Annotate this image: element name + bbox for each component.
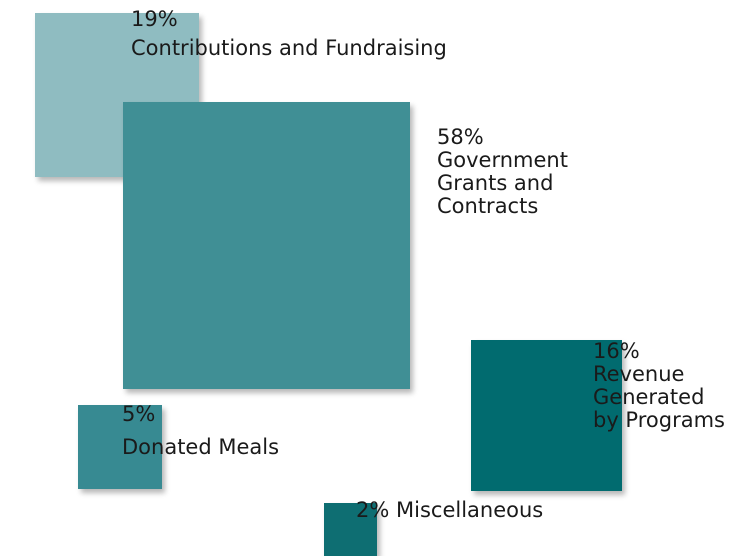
label-government-percent: 58% — [437, 125, 484, 149]
square-revenue-generated-by-programs — [471, 340, 622, 491]
label-contributions-name: Contributions and Fundraising — [131, 36, 447, 60]
label-meals-percent: 5% — [122, 402, 156, 426]
revenue-proportional-squares-chart: 19% Contributions and Fundraising 58% Go… — [35, 8, 725, 556]
label-programs-line2: Generated — [593, 385, 705, 409]
label-misc-name: Miscellaneous — [396, 498, 544, 522]
label-contributions: 19% Contributions and Fundraising — [131, 8, 447, 60]
label-government: 58% Government Grants and Contracts — [437, 126, 568, 218]
label-meals: 5% Donated Meals — [122, 403, 279, 459]
label-government-line3: Contracts — [437, 194, 539, 218]
label-government-line1: Government — [437, 148, 568, 172]
label-misc-percent: 2% — [356, 498, 390, 522]
label-misc: 2% Miscellaneous — [356, 499, 543, 522]
square-government-grants-and-contracts — [123, 102, 410, 389]
label-contributions-percent: 19% — [131, 7, 178, 31]
square-donated-meals — [78, 405, 162, 489]
label-programs-line3: by Programs — [593, 408, 725, 432]
label-programs-percent: 16% — [593, 339, 640, 363]
label-meals-name: Donated Meals — [122, 435, 280, 459]
label-programs-line1: Revenue — [593, 362, 685, 386]
label-programs: 16% Revenue Generated by Programs — [593, 340, 725, 432]
label-government-line2: Grants and — [437, 171, 554, 195]
